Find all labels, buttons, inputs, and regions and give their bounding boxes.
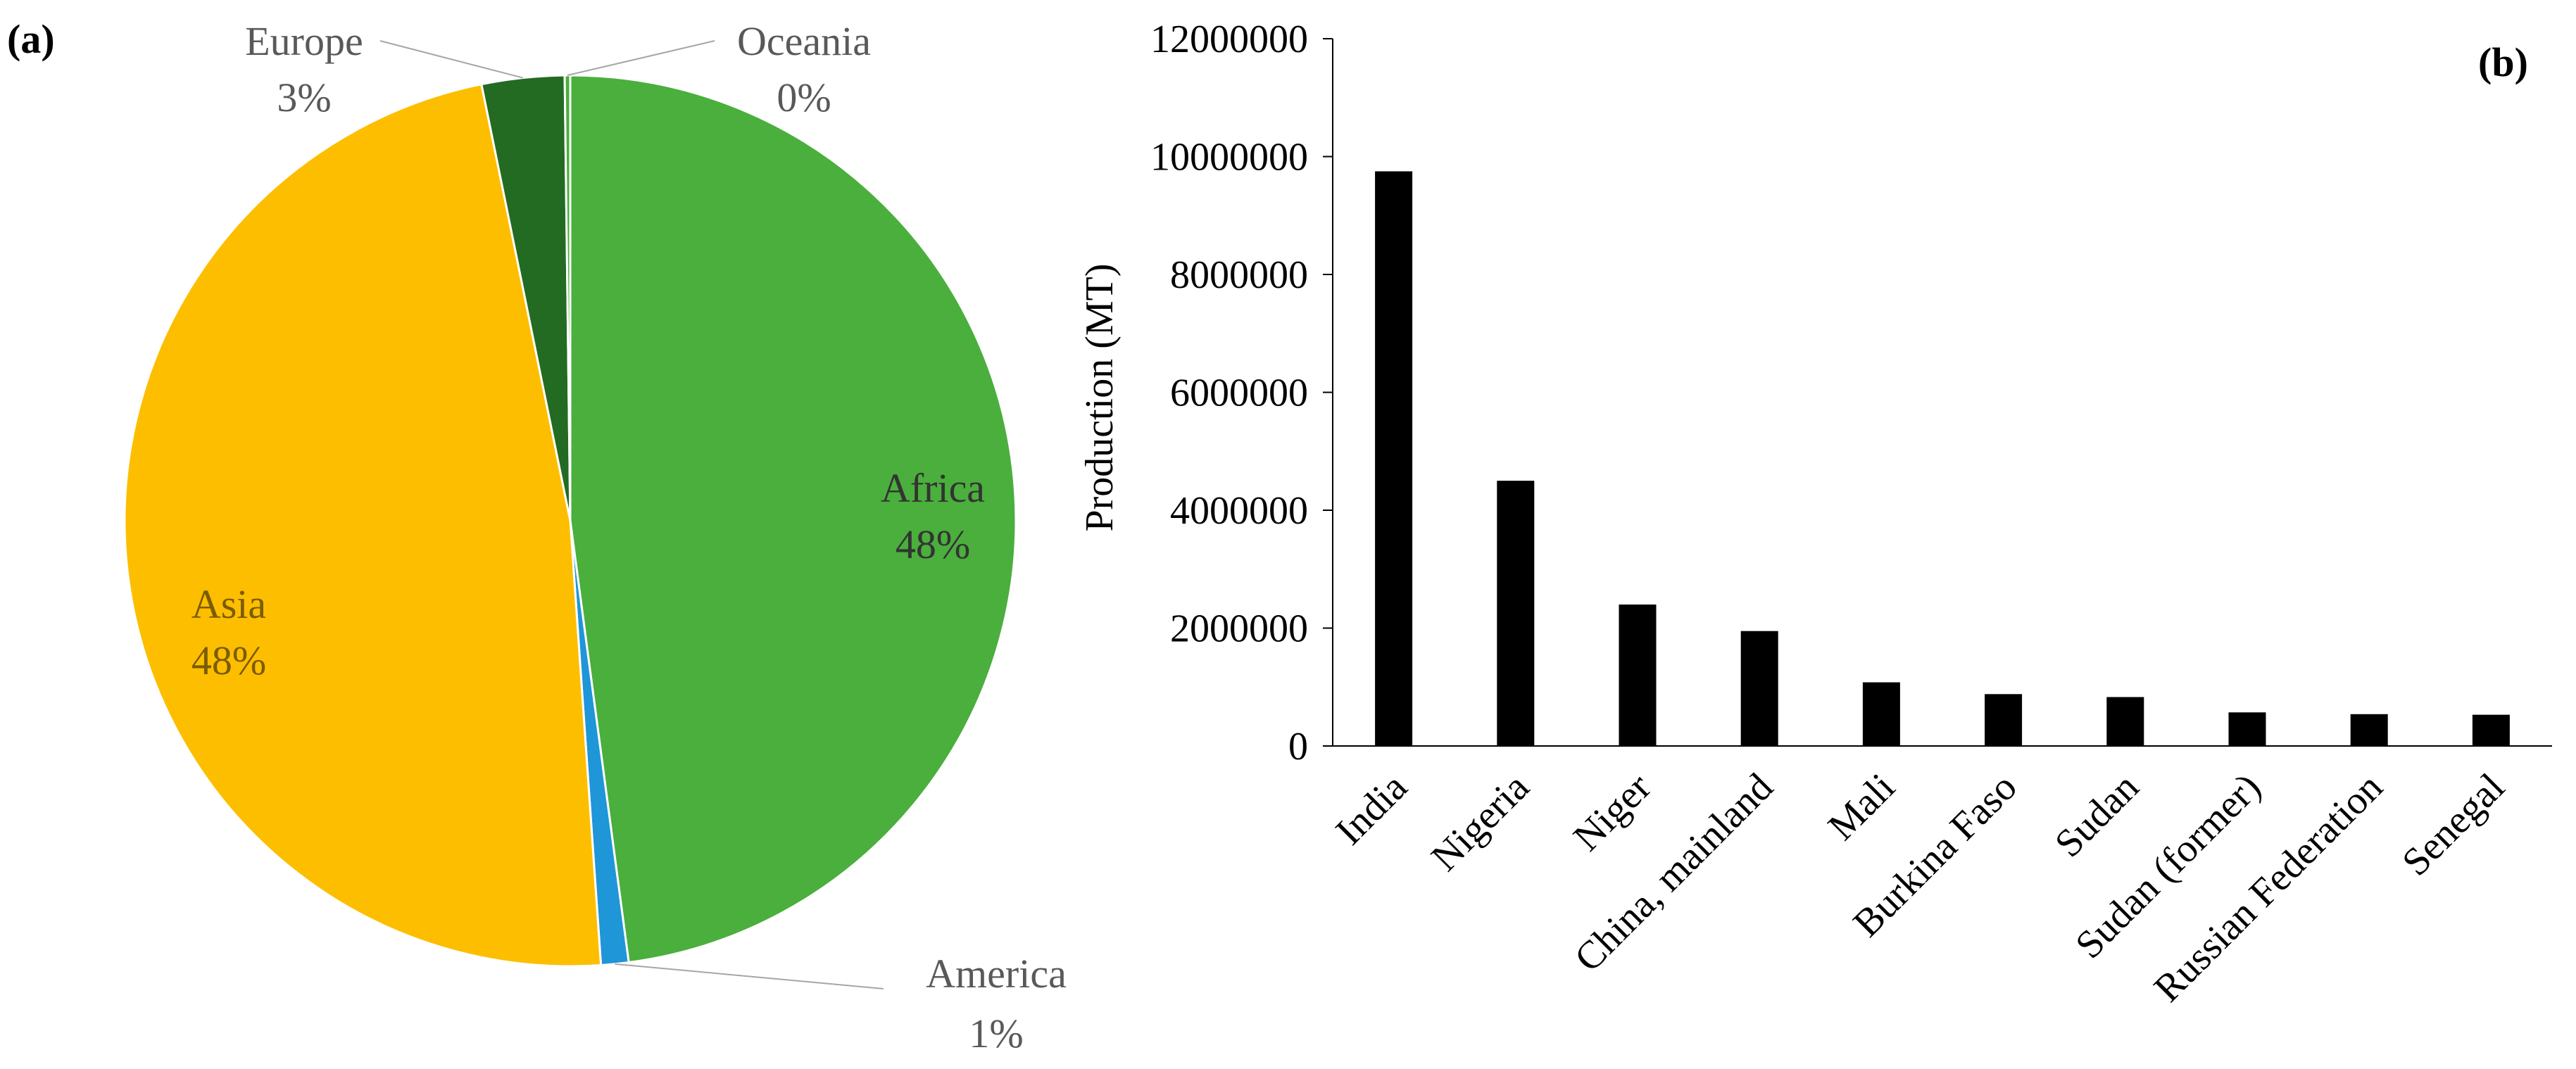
leader-line-europe bbox=[379, 40, 523, 79]
bar-sudan-former bbox=[2228, 712, 2266, 746]
x-tick-label-india: India bbox=[1328, 765, 1416, 853]
pie-chart: Africa 48% Asia 48% Europe 3% Oceania 0%… bbox=[123, 18, 1067, 1056]
x-tick-label-senegal: Senegal bbox=[2394, 765, 2513, 884]
bar-russian-federation bbox=[2350, 714, 2388, 746]
y-tick-label: 10000000 bbox=[1150, 136, 1308, 179]
bar-chart: Production (MT) 0 2000000 4000000 6000000 80… bbox=[1078, 18, 2552, 1011]
slice-pct-oceania: 0% bbox=[777, 75, 831, 120]
x-tick-label-sudan: Sudan bbox=[2047, 765, 2147, 866]
bar-sudan bbox=[2106, 697, 2144, 746]
y-tick-label: 2000000 bbox=[1170, 607, 1308, 651]
bar-nigeria bbox=[1497, 481, 1535, 746]
bars bbox=[1375, 171, 2510, 746]
x-tick-label-niger: Niger bbox=[1565, 765, 1659, 859]
bar-senegal bbox=[2472, 714, 2510, 746]
slice-pct-america: 1% bbox=[969, 1011, 1023, 1056]
pie-slice-africa bbox=[569, 74, 1017, 964]
pie-slices bbox=[123, 74, 1017, 968]
bar-niger bbox=[1619, 605, 1657, 746]
y-tick-label: 0 bbox=[1288, 725, 1308, 768]
bar-india bbox=[1375, 171, 1413, 746]
leader-line-america bbox=[615, 963, 884, 989]
panel-label-b: (b) bbox=[2478, 39, 2528, 85]
x-tick-label-mali: Mali bbox=[1820, 765, 1904, 849]
slice-pct-africa: 48% bbox=[896, 521, 970, 567]
pie-leader-lines bbox=[379, 40, 884, 989]
slice-label-oceania: Oceania bbox=[737, 18, 871, 64]
slice-label-asia: Asia bbox=[191, 581, 266, 627]
x-tick-label-russian-federation: Russian Federation bbox=[2146, 765, 2391, 1010]
bar-mali bbox=[1862, 682, 1900, 746]
slice-label-europe: Europe bbox=[245, 18, 363, 64]
slice-label-america: America bbox=[926, 951, 1067, 997]
slice-pct-europe: 3% bbox=[277, 75, 331, 120]
bar-china-mainland bbox=[1740, 631, 1778, 746]
slice-pct-asia: 48% bbox=[191, 638, 266, 683]
y-ticks: 0 2000000 4000000 6000000 8000000 10000000 120… bbox=[1150, 18, 1333, 768]
bar-burkina-faso bbox=[1985, 694, 2023, 746]
slice-label-africa: Africa bbox=[881, 465, 985, 511]
x-tick-label-nigeria: Nigeria bbox=[1423, 765, 1538, 880]
pie-labels: Africa 48% Asia 48% Europe 3% Oceania 0%… bbox=[191, 18, 1067, 1056]
y-tick-label: 4000000 bbox=[1170, 489, 1308, 533]
y-tick-label: 6000000 bbox=[1170, 372, 1308, 415]
y-tick-label: 8000000 bbox=[1170, 253, 1308, 297]
pie-slice-asia bbox=[123, 82, 603, 968]
panel-label-a: (a) bbox=[7, 16, 55, 62]
y-tick-label: 12000000 bbox=[1150, 18, 1308, 61]
y-axis-title: Production (MT) bbox=[1078, 263, 1121, 531]
leader-line-oceania bbox=[567, 40, 715, 76]
